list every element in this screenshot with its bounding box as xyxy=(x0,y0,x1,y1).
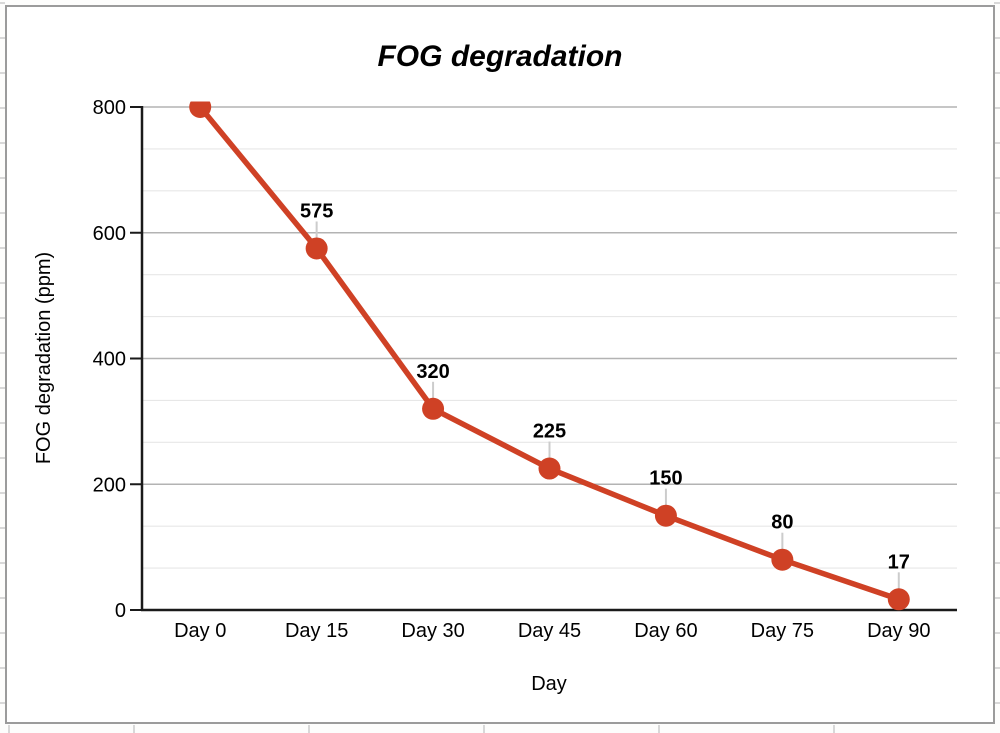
data-point-marker[interactable] xyxy=(538,457,561,480)
x-category-label: Day 75 xyxy=(751,620,814,642)
series-line xyxy=(198,105,900,602)
gridlines xyxy=(142,106,957,569)
y-tick-labels: 0 200 400 600 800 xyxy=(93,97,126,622)
data-point-label: 150 xyxy=(649,468,682,490)
x-axis-title: Day xyxy=(531,673,567,695)
data-point-marker[interactable] xyxy=(189,96,212,118)
x-category-label: Day 60 xyxy=(634,620,697,642)
y-tick-label: 600 xyxy=(93,223,126,245)
data-point-marker[interactable] xyxy=(887,588,910,611)
chart-title: FOG degradation xyxy=(377,40,622,73)
data-point-marker[interactable] xyxy=(422,397,445,420)
x-category-label: Day 90 xyxy=(867,620,930,642)
data-label-leader-lines xyxy=(315,221,900,591)
y-tick-label: 400 xyxy=(93,349,126,371)
data-point-marker[interactable] xyxy=(305,237,328,260)
axes xyxy=(130,106,957,612)
y-tick-label: 200 xyxy=(93,474,126,496)
x-category-label: Day 15 xyxy=(285,620,348,642)
spreadsheet-edge-bottom xyxy=(0,725,1000,733)
data-point-marker[interactable] xyxy=(771,548,794,571)
chart-object[interactable] xyxy=(5,5,995,724)
spreadsheet-edge-left xyxy=(0,0,5,733)
series-fog-degradation xyxy=(189,96,910,611)
data-point-labels: 575 320 225 150 80 17 xyxy=(300,200,910,573)
data-point-label: 80 xyxy=(771,512,793,534)
x-category-labels: Day 0 Day 15 Day 30 Day 45 Day 60 Day 75 Day 9… xyxy=(174,620,930,642)
data-point-label: 225 xyxy=(533,421,566,443)
data-point-label: 320 xyxy=(416,361,449,383)
y-axis-title: FOG degradation (ppm) xyxy=(33,252,55,464)
y-tick-label: 800 xyxy=(93,97,126,119)
y-tick-label: 0 xyxy=(115,600,126,622)
x-category-label: Day 0 xyxy=(174,620,226,642)
spreadsheet-edge-right xyxy=(994,0,1000,733)
data-point-label: 575 xyxy=(300,200,333,222)
data-point-marker[interactable] xyxy=(654,504,677,527)
x-category-label: Day 45 xyxy=(518,620,581,642)
x-category-label: Day 30 xyxy=(401,620,464,642)
data-point-label: 17 xyxy=(888,551,910,573)
